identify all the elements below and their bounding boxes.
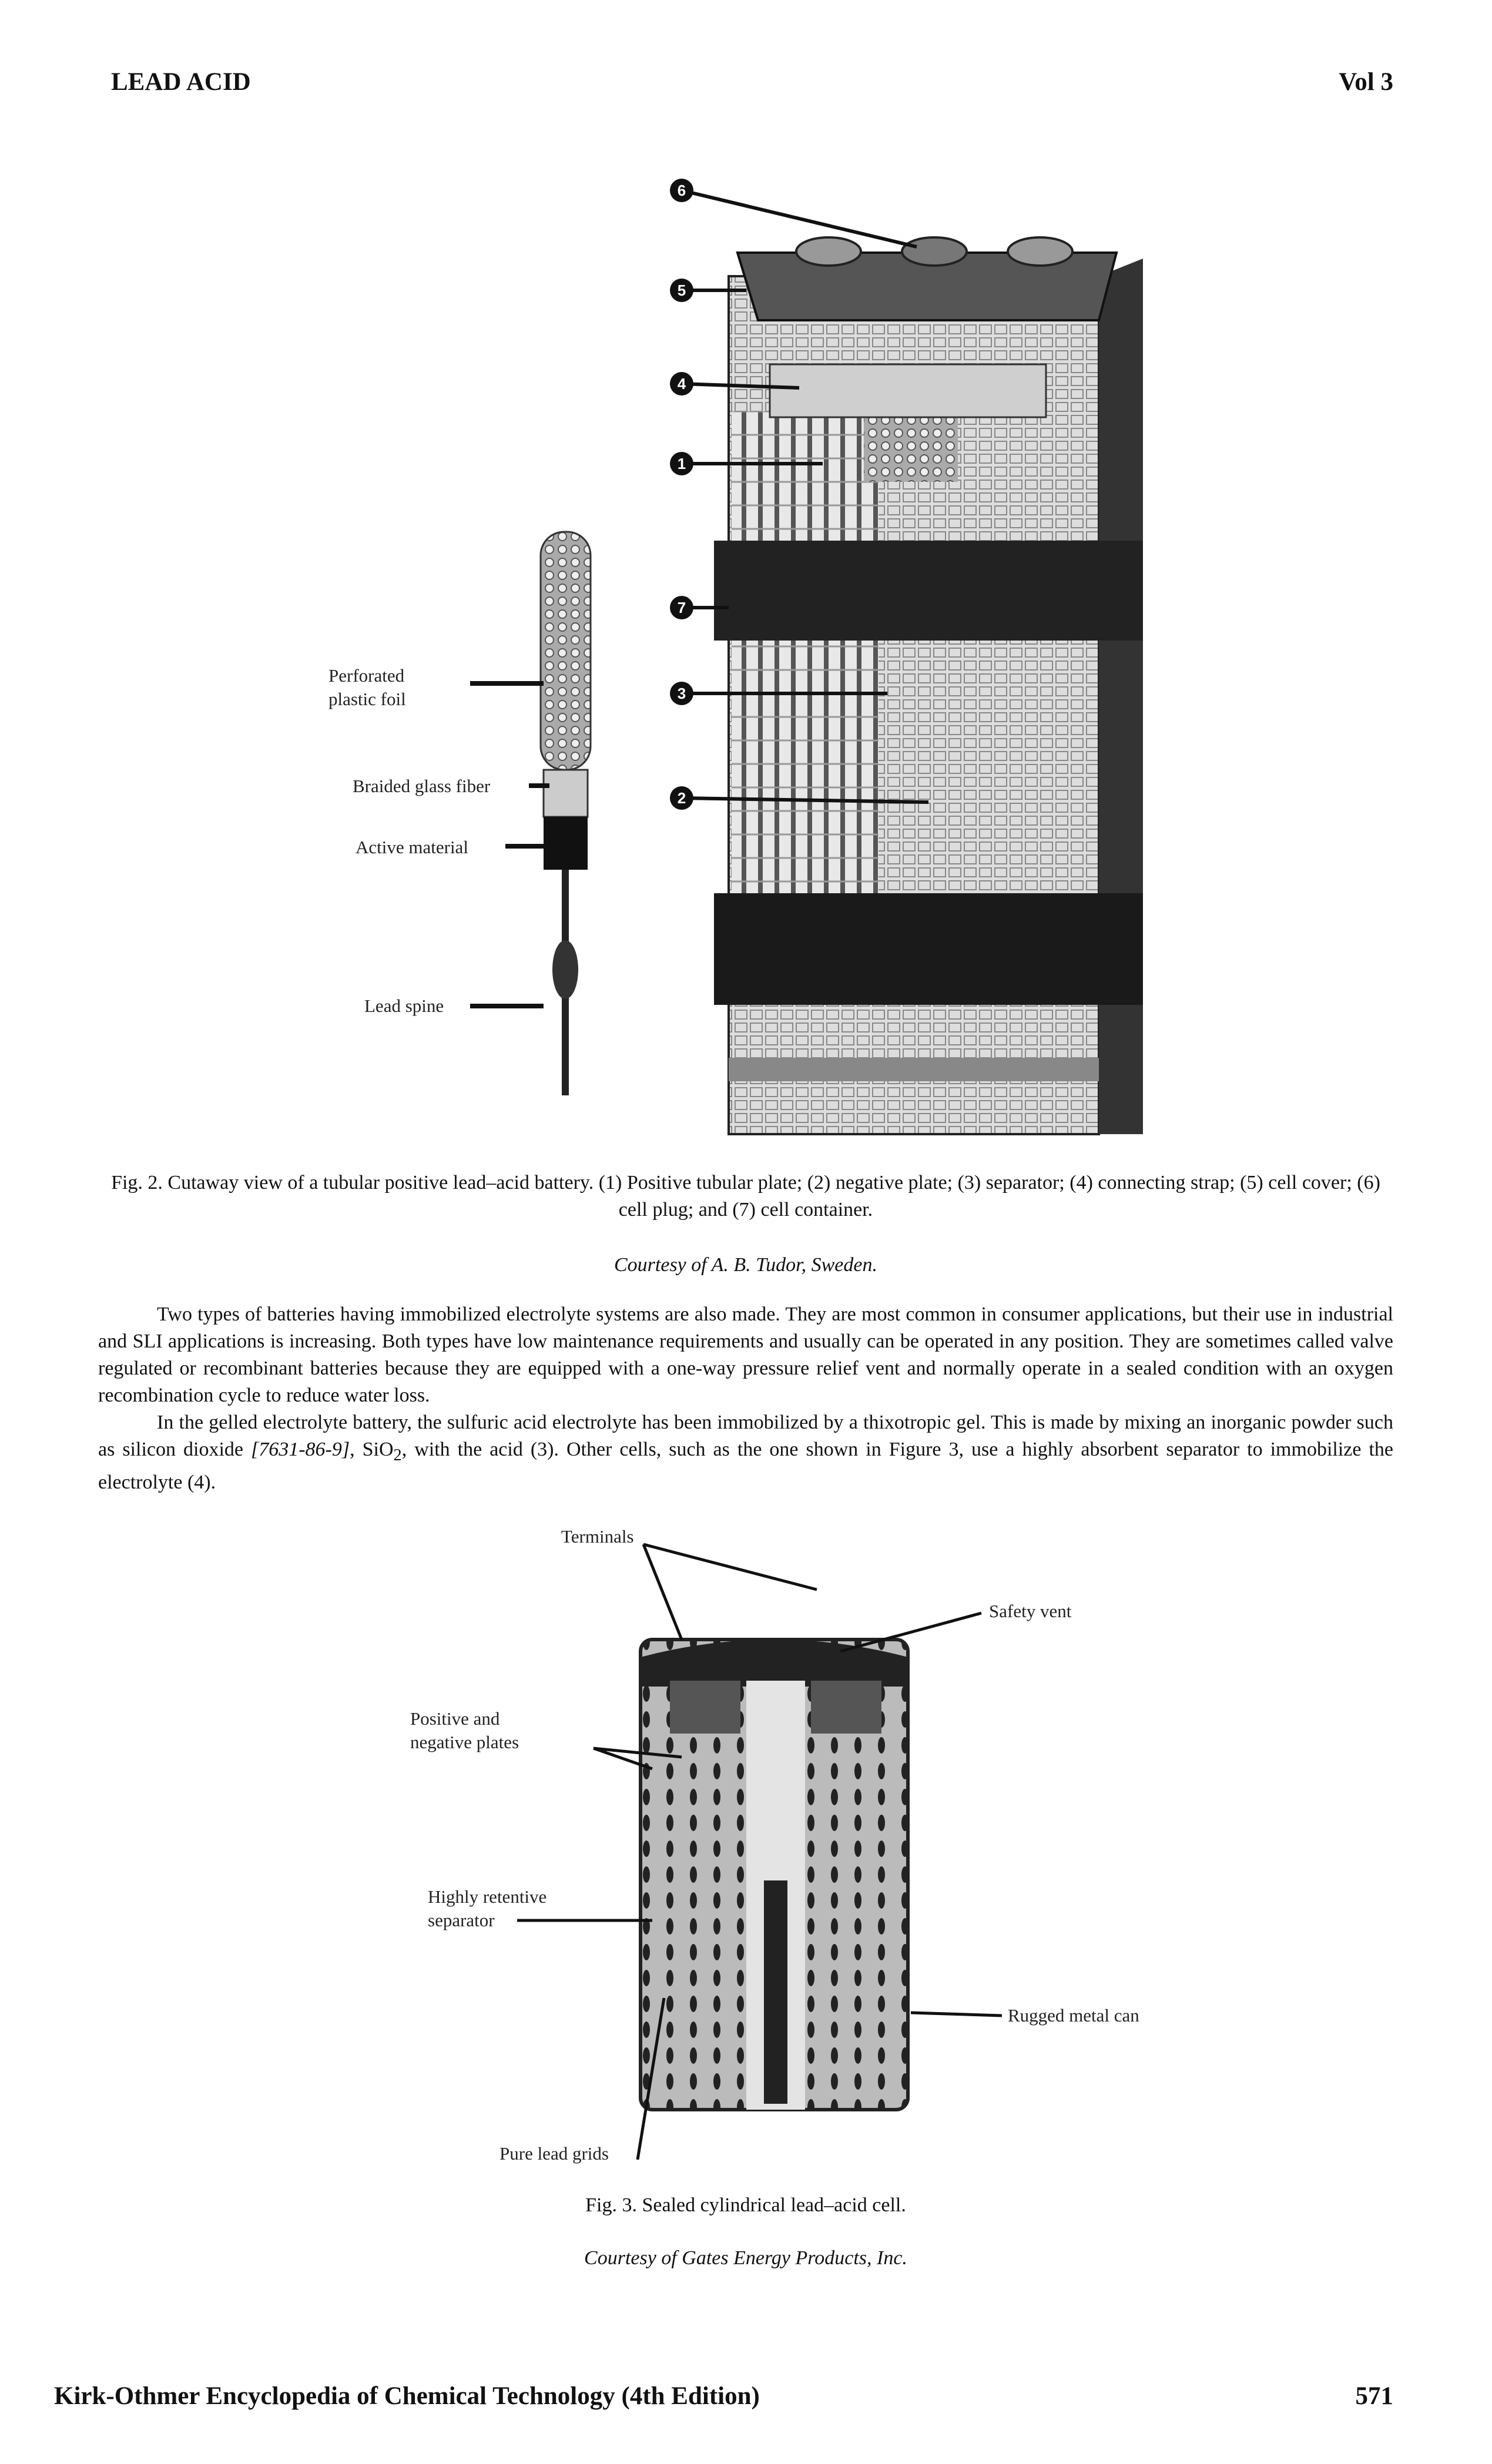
label-line: Highly retentive <box>428 1886 547 1907</box>
label: Safety vent <box>989 1601 1072 1621</box>
footer-title: Kirk-Othmer Encyclopedia of Chemical Tec… <box>54 2382 760 2410</box>
cell-drawing <box>639 1638 910 2111</box>
callouts: 6 5 4 1 7 3 2 <box>670 179 693 810</box>
text-run: In the gelled electrolyte battery, the s… <box>98 1412 1393 1460</box>
label: Lead spine <box>364 995 444 1016</box>
callout-circle <box>670 372 693 395</box>
volume: Vol 3 <box>1339 68 1393 96</box>
label: Positive and negative plates <box>410 1707 519 1754</box>
callout-number: 2 <box>678 789 686 807</box>
label: Active material <box>356 837 468 857</box>
cell-leader-lines <box>517 1543 1003 2160</box>
callout-lines <box>681 189 929 804</box>
label-line: plastic foil <box>328 689 406 709</box>
leader-lines <box>470 681 549 1008</box>
callout-number: 4 <box>678 375 686 393</box>
callout-circle <box>670 279 693 302</box>
label-line: separator <box>428 1910 495 1930</box>
page-number: 571 <box>1355 2382 1394 2410</box>
label: Highly retentive separator <box>428 1885 546 1932</box>
figure-caption: Fig. 2. Cutaway view of a tubular positi… <box>111 1172 1380 1221</box>
callout-number: 7 <box>678 599 686 616</box>
label: Terminals <box>561 1526 634 1547</box>
callout-number: 3 <box>678 685 686 702</box>
label-line: Perforated <box>328 665 405 686</box>
cas-number: [7631-86-9] <box>251 1439 350 1460</box>
callout-number: 1 <box>678 455 686 472</box>
subscript: 2 <box>393 1446 402 1464</box>
callout-number: 5 <box>678 281 686 299</box>
callout-circle <box>670 452 693 475</box>
label: Pure lead grids <box>499 2143 609 2164</box>
tubular-plate <box>539 531 592 1095</box>
battery-drawing <box>714 236 1143 1135</box>
figure-caption: Fig. 3. Sealed cylindrical lead–acid cel… <box>585 2194 906 2216</box>
callout-number: 6 <box>678 182 686 199</box>
label: Perforated plastic foil <box>328 664 446 711</box>
callout-circle <box>670 179 693 202</box>
running-head: LEAD ACID <box>111 68 251 96</box>
label-line: negative plates <box>410 1732 519 1752</box>
figure-credit: Courtesy of A. B. Tudor, Sweden. <box>614 1254 877 1276</box>
label: Rugged metal can <box>1008 2005 1139 2026</box>
figure-credit: Courtesy of Gates Energy Products, Inc. <box>584 2247 907 2269</box>
paragraph: Two types of batteries having immobilize… <box>98 1303 1393 1406</box>
label-line: Positive and <box>410 1708 500 1729</box>
callout-circle <box>670 596 693 619</box>
label: Braided glass fiber <box>353 776 491 796</box>
callout-circle <box>670 682 693 705</box>
text-run: , SiO <box>350 1439 394 1460</box>
paragraph: In the gelled electrolyte battery, the s… <box>98 1409 1393 1496</box>
body-text: Two types of batteries having immobilize… <box>98 1301 1393 1496</box>
callout-circle <box>670 786 693 810</box>
text-run: , with the acid (3). Other cells, such a… <box>98 1439 1394 1493</box>
